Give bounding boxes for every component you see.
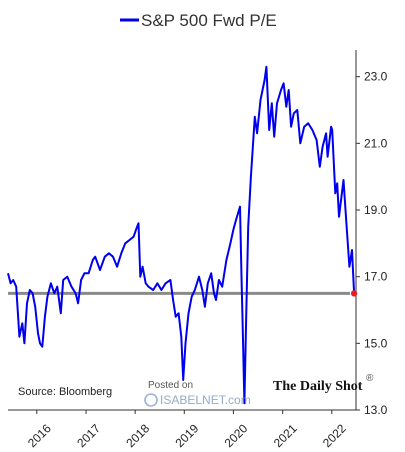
x-tick-label: 2021 bbox=[271, 421, 300, 450]
credit-label: The Daily Shot bbox=[273, 379, 363, 394]
y-tick-label: 19.0 bbox=[364, 203, 388, 217]
y-tick-label: 23.0 bbox=[364, 70, 388, 84]
y-tick-label: 15.0 bbox=[364, 336, 388, 350]
series-line bbox=[7, 65, 356, 405]
legend-label: S&P 500 Fwd P/E bbox=[141, 11, 277, 30]
x-tick-label: 2017 bbox=[74, 421, 103, 450]
y-axis: 23.0 21.0 19.0 17.0 15.0 13.0 bbox=[356, 70, 388, 417]
x-tick-label: 2022 bbox=[320, 421, 349, 450]
x-tick-label: 2016 bbox=[25, 421, 54, 450]
x-tick-label: 2019 bbox=[173, 421, 202, 450]
watermark-globe-icon bbox=[144, 393, 158, 407]
x-axis: 2016 2017 2018 2019 2020 2021 2022 bbox=[25, 410, 349, 450]
end-marker bbox=[350, 290, 358, 297]
y-tick-label: 21.0 bbox=[364, 136, 388, 150]
y-tick-label: 13.0 bbox=[364, 403, 388, 417]
watermark: ISABELNET.com bbox=[144, 393, 251, 407]
x-tick-label: 2020 bbox=[222, 421, 251, 450]
plot-frame bbox=[8, 50, 357, 411]
watermark-label: ISABELNET.com bbox=[160, 393, 251, 407]
source-label: Source: Bloomberg bbox=[18, 386, 112, 398]
y-tick-label: 17.0 bbox=[364, 270, 388, 284]
credit-mark: ® bbox=[366, 373, 374, 384]
x-tick-label: 2018 bbox=[123, 421, 152, 450]
posted-on-label: Posted on bbox=[148, 380, 193, 391]
